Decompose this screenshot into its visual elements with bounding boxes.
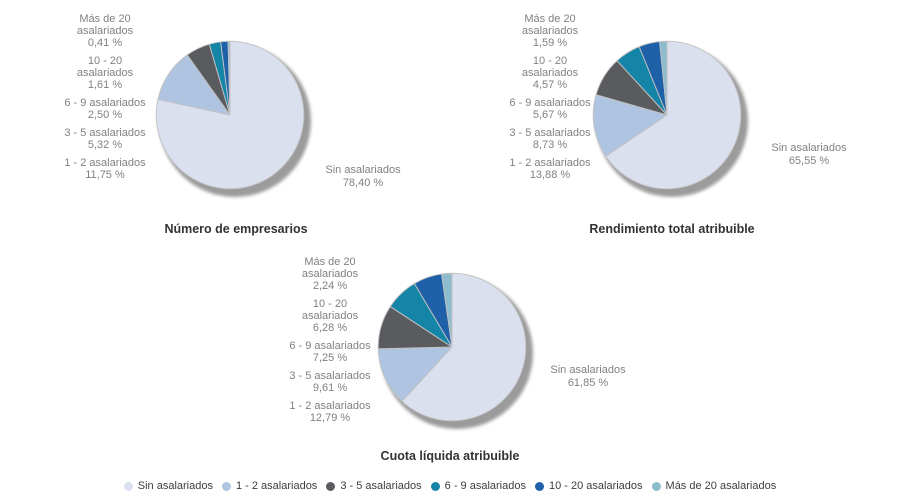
slice-label-3-5: 3 - 5 asalariados 5,32 % — [64, 127, 146, 151]
slice-label-1-2: 1 - 2 asalariados 12,79 % — [289, 400, 371, 424]
slice-label-6-9: 6 - 9 asalariados 5,67 % — [509, 97, 591, 121]
slice-labels-left: Más de 20 asalariados 2,24 % 10 - 20 asa… — [260, 256, 400, 424]
legend-item-mas-de-20-asalariados: Más de 20 asalariados — [651, 480, 777, 492]
legend-dot-sin-asalariados — [123, 481, 133, 491]
legend-dot-3-5-asalariados — [326, 481, 336, 491]
slice-label-10-20: 10 - 20 asalariados 1,61 % — [76, 55, 134, 91]
legend-label: 6 - 9 asalariados — [444, 480, 526, 492]
slice-label-3-5: 3 - 5 asalariados 9,61 % — [289, 370, 371, 394]
legend-item-3-5-asalariados: 3 - 5 asalariados — [326, 480, 422, 492]
legend-item-6-9-asalariados: 6 - 9 asalariados — [430, 480, 526, 492]
legend-label: 1 - 2 asalariados — [235, 480, 318, 492]
slice-label-1-2: 1 - 2 asalariados 13,88 % — [509, 157, 591, 181]
slice-label-6-9: 6 - 9 asalariados 2,50 % — [64, 97, 146, 121]
slice-label-1-2: 1 - 2 asalariados 11,75 % — [64, 157, 146, 181]
slice-label-10-20: 10 - 20 asalariados 6,28 % — [301, 298, 359, 334]
legend-label: Más de 20 asalariados — [665, 480, 777, 492]
slice-label-mas-de-20: Más de 20 asalariados 1,59 % — [521, 13, 579, 49]
pie-box — [376, 271, 533, 429]
slice-labels-left: Más de 20 asalariados 1,59 % 10 - 20 asa… — [480, 13, 620, 181]
pie-cuota-liquida-atribuible — [376, 271, 528, 423]
slice-label-10-20: 10 - 20 asalariados 4,57 % — [521, 55, 579, 91]
slice-label-mas-de-20: Más de 20 asalariados 0,41 % — [76, 13, 134, 49]
chart-title-cuota-liquida-atribuible: Cuota líquida atribuible — [380, 449, 520, 463]
legend-dot-6-9-asalariados — [430, 481, 440, 491]
slice-label-mas-de-20: Más de 20 asalariados 2,24 % — [301, 256, 359, 292]
pie-numero-de-empresarios — [154, 39, 306, 191]
slice-label-sin-asalariados: Sin asalariados 65,55 % — [771, 142, 847, 167]
legend-label: 3 - 5 asalariados — [340, 480, 422, 492]
legend-label: 10 - 20 asalariados — [548, 480, 643, 492]
chart-title-rendimiento-total-atribuible: Rendimiento total atribuible — [589, 222, 755, 236]
pie-rendimiento-total-atribuible — [591, 39, 743, 191]
slice-labels-left: Más de 20 asalariados 0,41 % 10 - 20 asa… — [35, 13, 175, 181]
legend-item-1-2-asalariados: 1 - 2 asalariados — [221, 480, 318, 492]
slice-label-6-9: 6 - 9 asalariados 7,25 % — [289, 340, 371, 364]
slice-label-sin-asalariados: Sin asalariados 78,40 % — [325, 164, 401, 189]
legend-dot-1-2-asalariados — [221, 481, 231, 491]
legend: Sin asalariados 1 - 2 asalariados 3 - 5 … — [0, 477, 900, 495]
legend-label: Sin asalariados — [137, 480, 213, 492]
legend-item-sin-asalariados: Sin asalariados — [123, 480, 213, 492]
legend-item-10-20-asalariados: 10 - 20 asalariados — [534, 480, 643, 492]
slice-label-3-5: 3 - 5 asalariados 8,73 % — [509, 127, 591, 151]
slice-label-sin-asalariados: Sin asalariados 61,85 % — [550, 364, 626, 389]
pie-box — [591, 39, 748, 197]
chart-title-numero-de-empresarios: Número de empresarios — [164, 222, 308, 236]
pie-box — [154, 39, 311, 197]
legend-dot-10-20-asalariados — [534, 481, 544, 491]
legend-dot-mas-de-20-asalariados — [651, 481, 661, 491]
